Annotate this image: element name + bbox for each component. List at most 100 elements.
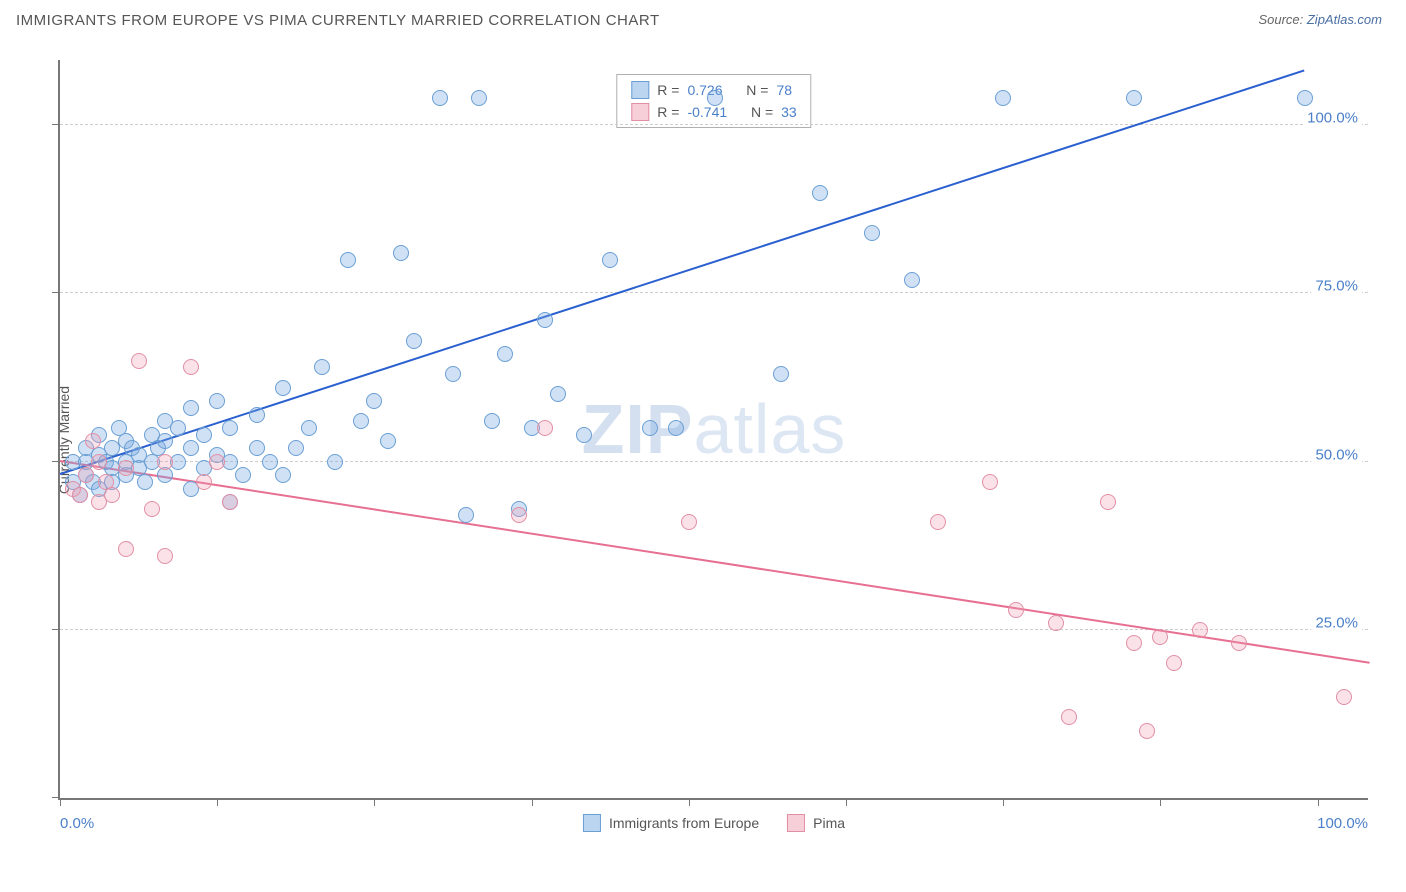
data-point (196, 474, 212, 490)
gridline (60, 461, 1368, 462)
chart-title: IMMIGRANTS FROM EUROPE VS PIMA CURRENTLY… (16, 12, 660, 29)
data-point (445, 366, 461, 382)
data-point (131, 353, 147, 369)
data-point (78, 467, 94, 483)
data-point (812, 185, 828, 201)
data-point (91, 454, 107, 470)
data-point (393, 245, 409, 261)
data-point (275, 467, 291, 483)
regression-line (60, 70, 1305, 476)
data-point (707, 90, 723, 106)
data-point (118, 541, 134, 557)
data-point (1100, 494, 1116, 510)
data-point (183, 440, 199, 456)
x-tick (1003, 798, 1004, 806)
legend-item-2: Pima (787, 814, 845, 832)
data-point (1166, 655, 1182, 671)
legend-label-2: Pima (813, 815, 845, 831)
data-point (471, 90, 487, 106)
y-tick-label: 50.0% (1311, 446, 1362, 463)
data-point (209, 393, 225, 409)
watermark-rest: atlas (694, 390, 847, 468)
data-point (406, 333, 422, 349)
data-point (314, 359, 330, 375)
y-tick-label: 75.0% (1311, 278, 1362, 295)
r-value-2: -0.741 (687, 104, 727, 120)
data-point (1048, 615, 1064, 631)
data-point (353, 413, 369, 429)
y-tick (52, 292, 60, 293)
y-tick (52, 124, 60, 125)
data-point (432, 90, 448, 106)
data-point (458, 507, 474, 523)
data-point (511, 507, 527, 523)
data-point (497, 346, 513, 362)
data-point (222, 494, 238, 510)
data-point (930, 514, 946, 530)
data-point (262, 454, 278, 470)
n-value-2: 33 (781, 104, 797, 120)
data-point (366, 393, 382, 409)
data-point (275, 380, 291, 396)
source-attribution: Source: ZipAtlas.com (1258, 12, 1382, 29)
x-tick (846, 798, 847, 806)
data-point (249, 440, 265, 456)
gridline (60, 629, 1368, 630)
data-point (183, 400, 199, 416)
data-point (380, 433, 396, 449)
data-point (668, 420, 684, 436)
r-label: R = (657, 82, 679, 98)
legend-item-1: Immigrants from Europe (583, 814, 759, 832)
y-tick (52, 797, 60, 798)
y-tick-label: 100.0% (1303, 110, 1362, 127)
data-point (1126, 635, 1142, 651)
data-point (157, 548, 173, 564)
data-point (1126, 90, 1142, 106)
x-axis-min-label: 0.0% (60, 815, 94, 832)
data-point (72, 487, 88, 503)
data-point (576, 427, 592, 443)
data-point (196, 427, 212, 443)
n-value-1: 78 (776, 82, 792, 98)
data-point (340, 252, 356, 268)
data-point (982, 474, 998, 490)
data-point (209, 454, 225, 470)
y-tick-label: 25.0% (1311, 614, 1362, 631)
data-point (602, 252, 618, 268)
data-point (157, 433, 173, 449)
data-point (249, 407, 265, 423)
data-point (773, 366, 789, 382)
data-point (1336, 689, 1352, 705)
data-point (864, 225, 880, 241)
data-point (537, 312, 553, 328)
data-point (681, 514, 697, 530)
x-axis-max-label: 100.0% (1317, 815, 1368, 832)
gridline (60, 292, 1368, 293)
data-point (327, 454, 343, 470)
y-tick (52, 629, 60, 630)
data-point (1192, 622, 1208, 638)
data-point (118, 460, 134, 476)
data-point (904, 272, 920, 288)
data-point (222, 420, 238, 436)
x-tick (1160, 798, 1161, 806)
x-tick (60, 798, 61, 806)
data-point (1231, 635, 1247, 651)
data-point (484, 413, 500, 429)
swatch-blue (583, 814, 601, 832)
x-tick (374, 798, 375, 806)
data-point (550, 386, 566, 402)
x-tick (689, 798, 690, 806)
data-point (144, 501, 160, 517)
data-point (170, 420, 186, 436)
swatch-blue (631, 81, 649, 99)
source-link[interactable]: ZipAtlas.com (1307, 12, 1382, 27)
swatch-pink (631, 103, 649, 121)
n-label: N = (751, 104, 773, 120)
data-point (235, 467, 251, 483)
scatter-plot: ZIPatlas R = 0.726 N = 78 R = -0.741 N =… (58, 60, 1368, 800)
x-tick (1318, 798, 1319, 806)
data-point (642, 420, 658, 436)
data-point (1061, 709, 1077, 725)
data-point (85, 433, 101, 449)
